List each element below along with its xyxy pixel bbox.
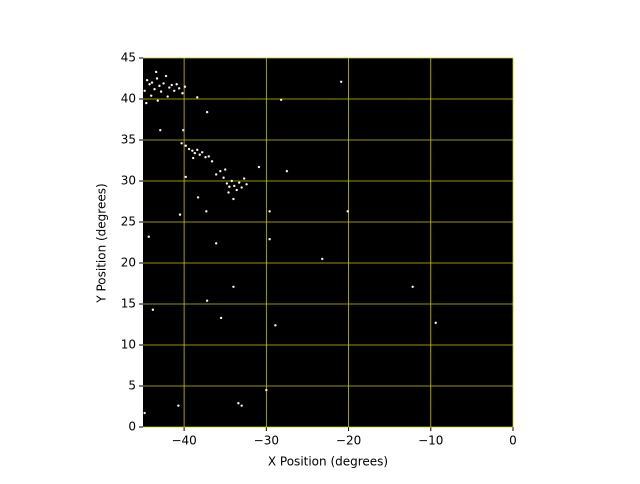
- point: [321, 257, 324, 261]
- point: [187, 147, 191, 151]
- point: [434, 321, 437, 325]
- point: [193, 151, 196, 155]
- plot-area: [143, 58, 513, 427]
- point: [196, 96, 199, 99]
- point: [214, 173, 218, 176]
- point: [162, 82, 165, 85]
- point: [219, 316, 223, 320]
- point: [207, 155, 210, 158]
- point: [143, 411, 146, 415]
- point: [170, 83, 173, 87]
- point: [158, 84, 161, 88]
- point: [233, 184, 236, 188]
- point: [145, 78, 149, 82]
- point: [268, 210, 271, 213]
- point: [181, 92, 184, 95]
- y-tick-label: 15: [121, 297, 136, 311]
- point: [268, 238, 271, 241]
- point: [159, 128, 162, 132]
- point: [150, 81, 154, 84]
- point: [240, 186, 243, 189]
- point: [205, 210, 208, 213]
- point: [214, 242, 218, 245]
- point: [182, 128, 185, 132]
- y-tick-label: 0: [128, 420, 136, 434]
- y-tick-label: 5: [128, 379, 136, 393]
- y-tick-label: 25: [121, 215, 136, 229]
- y-tick-label: 35: [121, 133, 136, 147]
- point: [235, 188, 238, 192]
- point: [242, 177, 246, 180]
- point: [285, 169, 289, 173]
- x-tick-label: −20: [336, 434, 361, 448]
- y-tick-label: 30: [121, 174, 136, 188]
- point: [178, 213, 182, 216]
- y-axis-label: Y Position (degrees): [95, 183, 109, 303]
- x-axis-label: X Position (degrees): [268, 455, 388, 469]
- x-tick-label: 0: [509, 434, 517, 448]
- point: [205, 110, 209, 114]
- x-tick-label: −10: [418, 434, 443, 448]
- y-tick-label: 20: [121, 256, 136, 270]
- point: [191, 149, 194, 152]
- point: [148, 83, 151, 86]
- y-tick-label: 40: [121, 92, 136, 106]
- point: [173, 89, 176, 93]
- point: [339, 80, 343, 83]
- point: [228, 185, 231, 188]
- point: [151, 308, 155, 311]
- point: [180, 142, 183, 145]
- y-tick-label: 10: [121, 338, 136, 352]
- point: [279, 98, 283, 102]
- x-tick-label: −30: [254, 434, 279, 448]
- point: [156, 99, 159, 102]
- y-tick-label: 45: [121, 51, 136, 65]
- point: [183, 85, 187, 88]
- point: [196, 148, 199, 152]
- point: [205, 299, 209, 302]
- point: [147, 235, 150, 238]
- point: [204, 156, 207, 159]
- point: [159, 90, 163, 93]
- point: [201, 151, 204, 154]
- point: [232, 197, 235, 201]
- point: [143, 89, 146, 93]
- point: [346, 210, 349, 213]
- point: [237, 402, 240, 405]
- point: [177, 404, 180, 407]
- point: [196, 196, 200, 199]
- point: [222, 176, 225, 179]
- point: [227, 191, 230, 194]
- point: [175, 83, 178, 86]
- point: [150, 94, 153, 97]
- point: [240, 404, 243, 407]
- point: [411, 285, 414, 288]
- point: [184, 175, 187, 179]
- point: [154, 70, 158, 74]
- point: [166, 95, 169, 98]
- point: [230, 179, 233, 183]
- point: [155, 77, 159, 80]
- point: [274, 324, 277, 327]
- point: [210, 160, 214, 163]
- point: [164, 74, 168, 78]
- point: [265, 388, 268, 392]
- point: [198, 153, 201, 156]
- point: [257, 165, 261, 169]
- point: [177, 87, 181, 90]
- point: [245, 183, 248, 186]
- point: [168, 86, 171, 89]
- x-tick-label: −40: [171, 434, 196, 448]
- point: [219, 169, 222, 173]
- point: [184, 144, 187, 147]
- point: [225, 182, 229, 185]
- point: [238, 181, 241, 184]
- point: [145, 101, 148, 105]
- point: [153, 87, 156, 91]
- point: [191, 156, 195, 160]
- point: [224, 168, 227, 171]
- point: [232, 285, 235, 288]
